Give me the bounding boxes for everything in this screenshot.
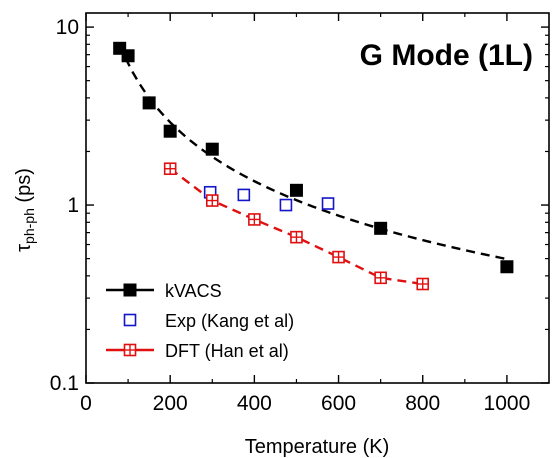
y-axis-title-unit: (ps) [13,168,35,208]
legend-marker-1 [123,313,137,327]
plot-frame [85,12,550,384]
x-tick-label: 800 [405,392,440,415]
x-tick-label: 0 [80,392,92,415]
data-point-series-0 [205,142,219,156]
data-point-series-0 [121,49,135,63]
data-point-series-1 [279,198,293,212]
data-point-series-2 [290,230,303,244]
x-tick-label: 1000 [484,392,531,415]
data-point-series-0 [289,183,303,197]
legend-marker-2 [123,343,137,357]
data-point-series-0 [500,260,514,274]
legend: kVACS Exp (Kang et al) DFT (Han et al) [106,281,294,361]
data-point-series-2 [332,250,345,264]
data-point-series-1 [321,197,335,210]
data-point-series-1 [237,188,251,202]
series-line-0 [118,43,508,261]
y-tick-label: 10 [56,16,79,39]
data-point-series-2 [248,213,261,226]
x-tick-label: 600 [321,392,356,415]
x-tick-label: 400 [237,392,272,415]
legend-marker-0 [123,283,137,297]
y-axis-title-subscript: ph-ph [21,208,37,244]
axis-ticks: 0 200 400 600 800 1000 0.1 1 10 [50,13,549,415]
y-tick-label: 1 [67,194,79,217]
curves-layer [118,43,508,286]
legend-label-1: Exp (Kang et al) [165,311,294,331]
y-tick-label: 0.1 [50,372,79,395]
panel-title: G Mode (1L) [360,39,533,72]
data-point-series-2 [416,277,430,291]
legend-label-2: DFT (Han et al) [165,341,289,361]
data-point-series-2 [374,271,387,285]
marks-layer [113,41,514,291]
y-axis-title-symbol: τ [13,244,35,252]
data-point-series-2 [205,194,219,207]
x-tick-label: 200 [153,392,188,415]
data-point-series-0 [163,124,177,138]
y-axis-title: τph-ph (ps) [13,168,37,252]
legend-label-0: kVACS [165,281,222,301]
data-point-series-0 [142,96,156,110]
data-point-series-2 [163,162,177,176]
data-point-series-0 [374,221,388,235]
x-axis-title: Temperature (K) [245,436,390,458]
